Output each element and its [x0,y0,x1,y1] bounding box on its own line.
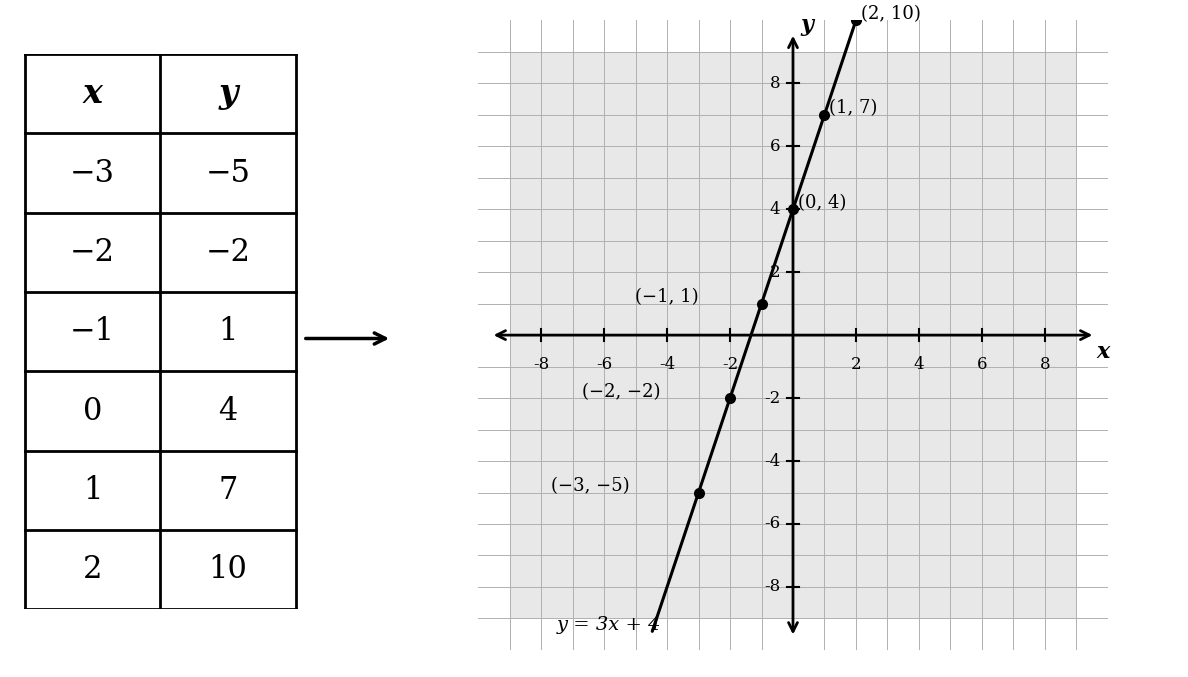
Text: 4: 4 [770,200,781,218]
Text: -6: -6 [596,355,612,372]
Text: 8: 8 [1040,355,1050,372]
Text: 8: 8 [770,74,781,92]
Text: (−3, −5): (−3, −5) [551,477,630,495]
Text: -8: -8 [533,355,549,372]
Text: 10: 10 [209,554,247,585]
Text: 1: 1 [83,475,102,506]
Text: 2: 2 [770,263,781,281]
Text: (0, 4): (0, 4) [797,194,846,212]
Text: (−2, −2): (−2, −2) [582,383,661,401]
Text: −2: −2 [206,237,251,268]
Text: y: y [219,77,238,110]
Text: y = 3x + 4: y = 3x + 4 [557,616,662,634]
Text: −2: −2 [70,237,115,268]
Text: y: y [801,14,814,36]
Text: 0: 0 [83,395,102,427]
Text: -2: -2 [764,389,781,407]
Text: x: x [1097,341,1110,364]
Text: (2, 10): (2, 10) [860,5,921,23]
Text: (1, 7): (1, 7) [829,100,878,117]
Text: −5: −5 [206,158,251,189]
Text: -8: -8 [764,578,781,596]
Text: 4: 4 [914,355,924,372]
Text: −3: −3 [70,158,115,189]
Text: -4: -4 [659,355,675,372]
Text: 6: 6 [770,137,781,155]
Text: (−1, 1): (−1, 1) [634,288,699,306]
Text: x: x [83,77,102,110]
Text: −1: −1 [70,316,115,347]
Text: 2: 2 [851,355,861,372]
Text: 4: 4 [219,395,238,427]
Text: 7: 7 [219,475,238,506]
Text: -2: -2 [722,355,738,372]
Text: 2: 2 [83,554,102,585]
Text: -4: -4 [764,452,781,470]
Text: -6: -6 [764,515,781,533]
Text: 6: 6 [977,355,987,372]
Text: 1: 1 [219,316,238,347]
